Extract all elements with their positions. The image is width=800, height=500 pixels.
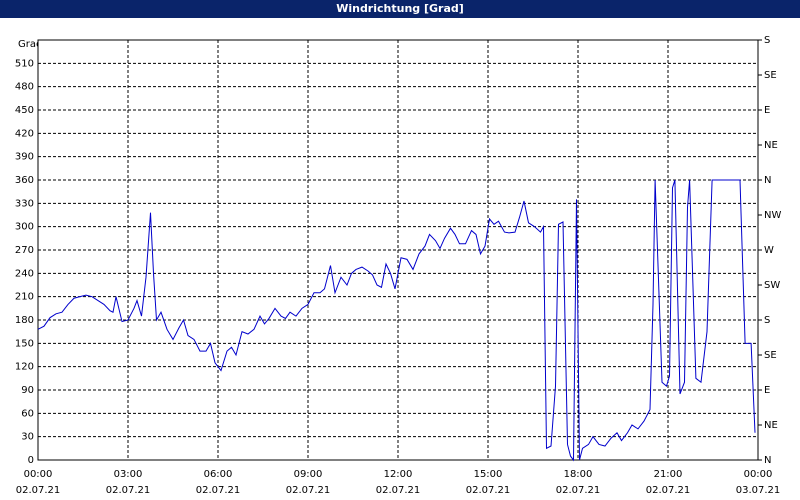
y-tick-label: 330 — [15, 198, 34, 209]
y-tick-label: 180 — [15, 315, 34, 326]
y-tick-label: 240 — [15, 268, 34, 279]
y2-tick-label: NE — [764, 140, 778, 151]
x-tick-date: 02.07.21 — [556, 485, 601, 496]
y-tick-label: 420 — [15, 128, 34, 139]
x-tick-date: 02.07.21 — [376, 485, 421, 496]
y-tick-label: 30 — [21, 432, 34, 443]
x-tick-date: 02.07.21 — [16, 485, 61, 496]
y2-tick-label: SE — [764, 70, 777, 81]
y2-tick-label: W — [764, 245, 774, 256]
y-tick-label: 360 — [15, 175, 34, 186]
x-tick-label: 00:00 — [24, 469, 53, 480]
x-tick-label: 15:00 — [474, 469, 503, 480]
y2-tick-label: NW — [764, 210, 781, 221]
y-tick-label: 450 — [15, 105, 34, 116]
y2-tick-label: N — [764, 175, 771, 186]
y2-tick-label: SE — [764, 350, 777, 361]
x-tick-date: 02.07.21 — [106, 485, 151, 496]
x-tick-date: 02.07.21 — [196, 485, 241, 496]
x-tick-label: 00:00 — [744, 469, 773, 480]
y2-tick-label: S — [764, 35, 770, 46]
title-bar — [0, 0, 800, 18]
y-tick-label: 150 — [15, 338, 34, 349]
x-tick-label: 09:00 — [294, 469, 323, 480]
y2-tick-label: N — [764, 455, 771, 466]
x-tick-date: 02.07.21 — [286, 485, 331, 496]
x-tick-label: 18:00 — [564, 469, 593, 480]
x-tick-label: 21:00 — [654, 469, 683, 480]
data-line — [37, 179, 756, 462]
y2-tick-label: NE — [764, 420, 778, 431]
x-tick-date: 03.07.21 — [736, 485, 781, 496]
y-tick-label: 60 — [21, 408, 34, 419]
y-tick-label: 210 — [15, 292, 34, 303]
y-tick-label: 270 — [15, 245, 34, 256]
y-tick-label: 510 — [15, 58, 34, 69]
y-tick-label: 120 — [15, 362, 34, 373]
x-tick-label: 06:00 — [204, 469, 233, 480]
chart-title: Windrichtung [Grad] — [336, 2, 464, 15]
x-tick-label: 03:00 — [114, 469, 143, 480]
y-axis-label: Grad — [18, 39, 42, 50]
y-tick-label: 480 — [15, 82, 34, 93]
y2-tick-label: S — [764, 315, 770, 326]
y-tick-label: 390 — [15, 152, 34, 163]
y2-tick-label: SW — [764, 280, 780, 291]
x-tick-date: 02.07.21 — [466, 485, 511, 496]
y-tick-label: 0 — [28, 455, 34, 466]
y-tick-label: 300 — [15, 222, 34, 233]
x-tick-date: 02.07.21 — [646, 485, 691, 496]
y2-tick-label: E — [764, 105, 770, 116]
y2-tick-label: E — [764, 385, 770, 396]
y-tick-label: 90 — [21, 385, 34, 396]
x-tick-label: 12:00 — [384, 469, 413, 480]
